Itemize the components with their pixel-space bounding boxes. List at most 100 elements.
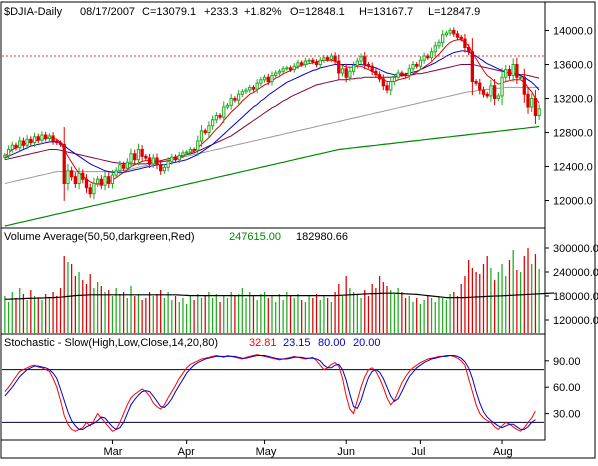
candle-body bbox=[422, 55, 426, 61]
price-tick-label: 13200.0 bbox=[553, 94, 593, 106]
candle-body bbox=[144, 155, 148, 159]
month-tick-label: Jul bbox=[411, 446, 425, 458]
candle-body bbox=[411, 64, 415, 70]
candle-body bbox=[166, 160, 170, 168]
candle-body bbox=[118, 164, 122, 172]
volume-panel: 120000.00 180000.00 240000.00 300000.00 bbox=[4, 243, 598, 333]
volume-label: Volume Average(50,50,darkgreen,Red) bbox=[4, 231, 195, 243]
volume-header: Volume Average(50,50,darkgreen,Red) 2476… bbox=[4, 231, 348, 243]
candle-body bbox=[288, 67, 293, 71]
candle-body bbox=[351, 64, 356, 72]
candle-body bbox=[463, 38, 467, 48]
candle-body bbox=[259, 79, 263, 84]
candle-body bbox=[262, 76, 267, 81]
candle-body bbox=[3, 154, 7, 158]
candle-body bbox=[522, 76, 526, 95]
candle-body bbox=[255, 82, 259, 90]
candle-body bbox=[381, 78, 385, 87]
candle-body bbox=[355, 60, 359, 66]
candle-body bbox=[311, 59, 315, 63]
candle-body bbox=[173, 156, 178, 161]
candle-body bbox=[214, 115, 218, 121]
candle-body bbox=[377, 74, 382, 80]
candle-body bbox=[537, 108, 541, 117]
ma200-line bbox=[4, 125, 540, 227]
candle-body bbox=[210, 119, 215, 127]
candle-body bbox=[55, 140, 59, 144]
candle-body bbox=[426, 55, 430, 59]
candle-body bbox=[326, 57, 330, 60]
candle-body bbox=[177, 154, 181, 161]
candle-body bbox=[526, 93, 530, 108]
price-tick-label: 12800.0 bbox=[553, 128, 593, 140]
ma20-line bbox=[4, 50, 540, 173]
header-percent: +1.82% bbox=[244, 6, 282, 18]
candle-body bbox=[485, 93, 489, 97]
candle-body bbox=[363, 56, 367, 65]
candle-body bbox=[84, 178, 89, 189]
candle-body bbox=[114, 170, 118, 176]
candle-body bbox=[140, 149, 144, 157]
candle-body bbox=[66, 170, 70, 184]
candle-body bbox=[192, 149, 196, 151]
candle-body bbox=[47, 135, 52, 139]
ma100-line bbox=[4, 86, 540, 184]
candle-body bbox=[277, 70, 282, 74]
candle-body bbox=[25, 138, 29, 146]
stochastic-upper-value: 80.00 bbox=[318, 337, 346, 349]
candle-body bbox=[459, 36, 463, 40]
candle-body bbox=[300, 62, 304, 65]
candle-body bbox=[162, 166, 167, 172]
candle-body bbox=[133, 153, 137, 161]
candle-body bbox=[296, 62, 300, 67]
stochastic-tick-label: 30.00 bbox=[553, 409, 581, 421]
candle-body bbox=[29, 138, 33, 144]
header-symbol: $DJIA-Daily bbox=[4, 6, 63, 18]
candle-body bbox=[370, 65, 374, 72]
candle-body bbox=[281, 68, 285, 72]
candle-body bbox=[348, 70, 352, 78]
candle-body bbox=[170, 156, 174, 162]
candle-body bbox=[478, 82, 482, 91]
candle-body bbox=[474, 81, 478, 84]
candle-body bbox=[318, 59, 322, 65]
candle-body bbox=[240, 91, 244, 95]
candle-body bbox=[437, 41, 441, 47]
candle-body bbox=[366, 64, 371, 67]
candle-body bbox=[448, 30, 452, 34]
stochastic-d-value: 23.15 bbox=[283, 337, 311, 349]
candle-body bbox=[392, 76, 397, 82]
stochastic-lower-value: 20.00 bbox=[353, 337, 381, 349]
candle-body bbox=[530, 98, 534, 108]
candle-body bbox=[452, 30, 456, 35]
month-tick-label: Jun bbox=[337, 446, 355, 458]
header-date: 08/17/2007 bbox=[80, 6, 135, 18]
stochastic-k-line bbox=[4, 354, 536, 432]
candle-body bbox=[58, 142, 63, 145]
candle-body bbox=[51, 135, 55, 142]
candle-body bbox=[81, 172, 85, 180]
candle-body bbox=[515, 64, 519, 78]
chart-header: $DJIA-Daily 08/17/2007 C=13079.1 +233.3 … bbox=[4, 6, 480, 18]
candle-body bbox=[32, 136, 37, 144]
header-change: +233.3 bbox=[204, 6, 238, 18]
candle-body bbox=[292, 65, 296, 71]
stochastic-tick-label: 60.00 bbox=[553, 382, 581, 394]
candle-body bbox=[207, 125, 211, 133]
candle-body bbox=[433, 45, 437, 53]
candle-body bbox=[481, 89, 486, 95]
x-axis: Mar Apr May Jun Jul Aug bbox=[103, 440, 513, 458]
candle-body bbox=[407, 68, 411, 77]
volume-average-line bbox=[4, 292, 555, 300]
candle-body bbox=[429, 51, 434, 59]
candle-body bbox=[504, 69, 508, 78]
volume-tick-label: 240000.00 bbox=[553, 267, 598, 279]
header-open: O=12848.1 bbox=[290, 6, 345, 18]
candle-body bbox=[129, 153, 133, 163]
candle-body bbox=[455, 33, 460, 38]
candle-body bbox=[21, 140, 26, 146]
candle-body bbox=[266, 76, 270, 82]
candle-body bbox=[507, 69, 512, 77]
candle-body bbox=[6, 149, 11, 156]
